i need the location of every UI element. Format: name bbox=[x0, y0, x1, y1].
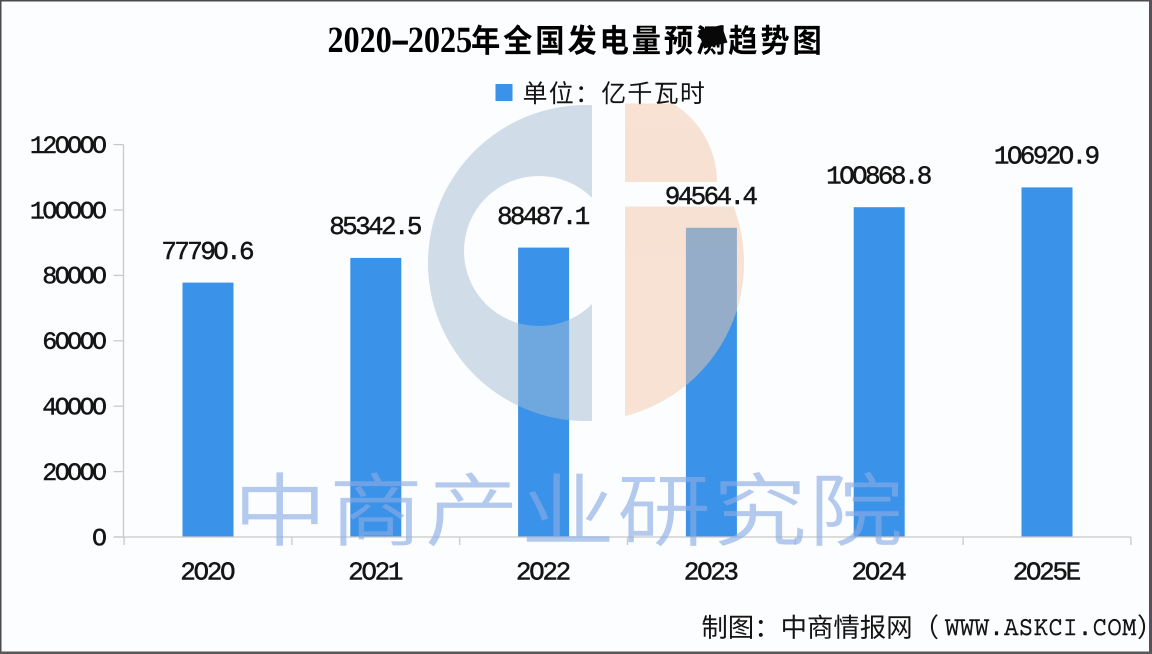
svg-text:1OO868.8: 1OO868.8 bbox=[826, 161, 931, 191]
svg-text:4OOOO: 4OOOO bbox=[42, 394, 106, 423]
svg-text:2OOOO: 2OOOO bbox=[42, 459, 106, 488]
svg-text:2O23: 2O23 bbox=[684, 557, 738, 587]
svg-text:1O692O.9: 1O692O.9 bbox=[994, 142, 1099, 172]
svg-text:2O2O: 2O2O bbox=[180, 557, 235, 587]
svg-text:O: O bbox=[92, 524, 106, 553]
svg-text:12OOOO: 12OOOO bbox=[30, 132, 106, 161]
svg-text:2O21: 2O21 bbox=[348, 557, 403, 587]
svg-text:88487.1: 88487.1 bbox=[497, 202, 590, 232]
svg-text:6OOOO: 6OOOO bbox=[42, 328, 106, 357]
svg-text:2O22: 2O22 bbox=[516, 557, 570, 587]
svg-text:2O24: 2O24 bbox=[852, 557, 907, 587]
svg-text:7779O.6: 7779O.6 bbox=[161, 237, 253, 267]
svg-text:85342.5: 85342.5 bbox=[329, 212, 421, 242]
svg-text:2O25E: 2O25E bbox=[1013, 557, 1081, 587]
svg-text:1OOOOO: 1OOOOO bbox=[30, 197, 106, 226]
svg-text:8OOOO: 8OOOO bbox=[42, 263, 106, 292]
